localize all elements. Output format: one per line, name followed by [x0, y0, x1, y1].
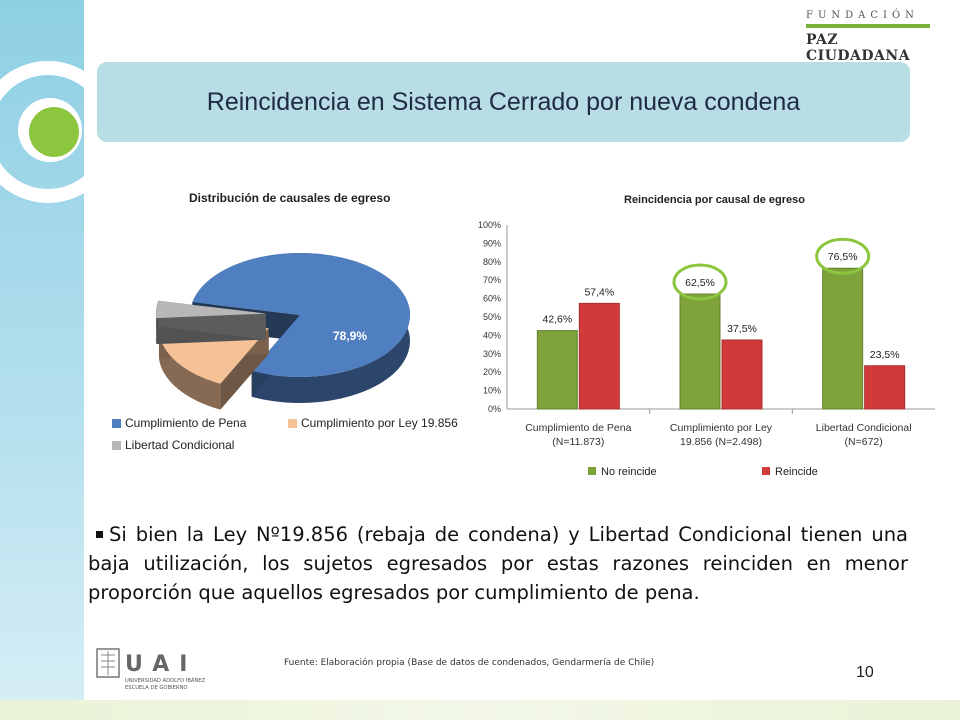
x-category-label: 19.856 (N=2.498) [680, 436, 762, 448]
universidad-adolfo-ibanez-logo: UAI UNIVERSIDAD ADOLFO IBÁÑEZ ESCUELA DE… [96, 648, 206, 691]
bar-chart-title: Reincidencia por causal de egreso [624, 194, 805, 206]
ual-shield-lines [101, 651, 115, 675]
pie-slice-top [192, 253, 411, 377]
ual-line2: ESCUELA DE GOBIERNO [125, 685, 187, 691]
decorative-dot-green [29, 107, 79, 157]
pie-slice-label: 4,5% [264, 232, 292, 246]
bar-legend-label: Reincide [775, 466, 818, 478]
bullet-text: Si bien la Ley Nº19.856 (rebaja de conde… [88, 523, 908, 604]
page-number: 10 [856, 664, 874, 681]
y-tick-label: 60% [483, 294, 501, 304]
bar-value-label: 42,6% [542, 314, 572, 326]
bar-no-reincide [536, 330, 578, 410]
x-category-label: Libertad Condicional [816, 422, 912, 434]
pie-legend-item: Libertad Condicional [112, 438, 234, 452]
bar-chart-panel: Reincidencia por causal de egreso 0% 10% 2… [470, 185, 940, 490]
page-title: Reincidencia en Sistema Cerrado por nuev… [206, 87, 801, 116]
bar-legend-label: No reincide [601, 466, 657, 478]
bar-reincide [721, 339, 763, 410]
legend-swatch [288, 418, 297, 428]
highlight-circle [815, 237, 871, 275]
pie-slice-label: 16,6% [216, 246, 250, 260]
ual-letters: UAI [125, 652, 197, 677]
y-tick-label: 0% [488, 404, 501, 414]
bar-value-label: 23,5% [870, 349, 900, 361]
x-category-label: Cumplimiento por Ley [670, 422, 773, 434]
y-tick-label: 40% [483, 330, 501, 340]
y-tick-label: 10% [483, 386, 501, 396]
legend-label: Cumplimiento por Ley 19.856 [301, 416, 458, 430]
bar-reincide [864, 365, 906, 410]
logo-fundacion-text: FUNDACIÓN [806, 10, 919, 21]
logo-paz-ciudadana-text: PAZ CIUDADANA [806, 32, 911, 64]
pie-chart-svg: 78,9% 16,6% 4,5% [155, 232, 411, 410]
bar-value-label: 62,5% [685, 277, 715, 289]
legend-swatch [762, 467, 770, 475]
y-tick-label: 100% [478, 220, 501, 230]
y-tick-label: 30% [483, 349, 501, 359]
bar-no-reincide [822, 267, 864, 410]
bar-chart-svg: 0% 10% 20% 30% 40% 50% 60% 70% 80% 90% 100% 42,6% 57… [478, 220, 935, 478]
bar-reincide [578, 302, 620, 410]
bullet-paragraph: Si bien la Ley Nº19.856 (rebaja de conde… [88, 520, 908, 607]
highlight-circle [672, 263, 728, 301]
ual-line1: UNIVERSIDAD ADOLFO IBÁÑEZ [125, 677, 206, 684]
y-tick-label: 70% [483, 275, 501, 285]
legend-label: Cumplimiento de Pena [125, 416, 247, 430]
x-category-label: Cumplimiento de Pena [525, 422, 631, 434]
fundacion-paz-ciudadana-logo: FUNDACIÓN PAZ CIUDADANA [806, 10, 932, 64]
logo-green-bar [806, 24, 930, 28]
y-tick-label: 80% [483, 257, 501, 267]
bar-value-label: 57,4% [584, 286, 614, 298]
bar-value-label: 76,5% [828, 251, 858, 263]
legend-swatch [588, 467, 596, 475]
bar-no-reincide [679, 293, 721, 410]
legend-swatch [112, 440, 121, 450]
pie-slice-label: 78,9% [333, 329, 367, 343]
title-banner: Reincidencia en Sistema Cerrado por nuev… [97, 62, 910, 142]
ual-shield-icon [96, 648, 120, 678]
pie-legend-item: Cumplimiento por Ley 19.856 [288, 416, 458, 430]
pie-slice-3 [155, 300, 266, 345]
bullet-square-icon [96, 530, 103, 538]
y-tick-label: 50% [483, 312, 501, 322]
y-tick-label: 20% [483, 367, 501, 377]
legend-swatch [112, 418, 121, 428]
pie-slice-top [155, 300, 266, 319]
y-tick-label: 90% [483, 238, 501, 248]
bottom-decorative-stripe [0, 700, 960, 720]
pie-chart-panel: Distribución de causales de egreso 78,9%… [112, 185, 462, 465]
legend-label: Libertad Condicional [125, 438, 235, 452]
pie-legend-item: Cumplimiento de Pena [112, 416, 246, 430]
x-category-label: (N=11.873) [552, 436, 604, 448]
x-category-label: (N=672) [845, 436, 883, 448]
pie-chart-title: Distribución de causales de egreso [189, 191, 391, 205]
source-note: Fuente: Elaboración propia (Base de dato… [284, 658, 655, 668]
bar-value-label: 37,5% [727, 323, 757, 335]
pie-slice-side [158, 332, 221, 410]
